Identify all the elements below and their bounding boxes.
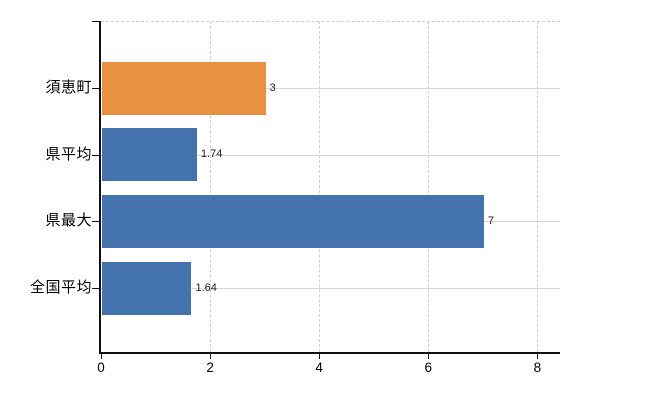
x-tick-mark [537,353,539,359]
category-label: 県平均 [45,145,92,163]
vertical-gridline [537,21,539,352]
x-tick-label: 2 [206,360,214,375]
category-gridline [101,154,560,156]
x-tick-label: 0 [97,360,105,375]
vertical-gridline [428,21,430,352]
bar [102,61,266,115]
bar [102,194,484,248]
y-tick-mark [92,288,100,290]
y-axis-line [99,21,101,354]
x-axis-line [99,352,560,354]
x-tick-mark [319,353,321,359]
vertical-gridline [210,21,212,352]
x-tick-mark [101,353,102,359]
x-tick-mark [428,353,430,359]
y-tick-mark [92,88,100,89]
bar [102,128,197,182]
category-label: 全国平均 [29,279,92,297]
y-axis-top-tick [92,21,100,22]
x-tick-label: 6 [424,360,433,375]
x-tick-label: 8 [533,360,542,375]
plot-top-border [101,21,560,22]
category-gridline [101,88,560,89]
y-tick-mark [92,154,100,156]
vertical-gridline [319,21,321,352]
category-label: 須恵町 [45,79,92,96]
value-label: 1.74 [200,148,223,161]
bar [102,261,192,315]
y-tick-mark [92,221,100,223]
value-label: 7 [487,214,494,227]
x-tick-mark [210,353,212,359]
value-label: 1.64 [195,281,217,294]
x-tick-label: 4 [315,360,323,375]
value-label: 3 [269,81,276,94]
category-gridline [101,288,560,290]
category-label: 県最大 [45,212,92,230]
